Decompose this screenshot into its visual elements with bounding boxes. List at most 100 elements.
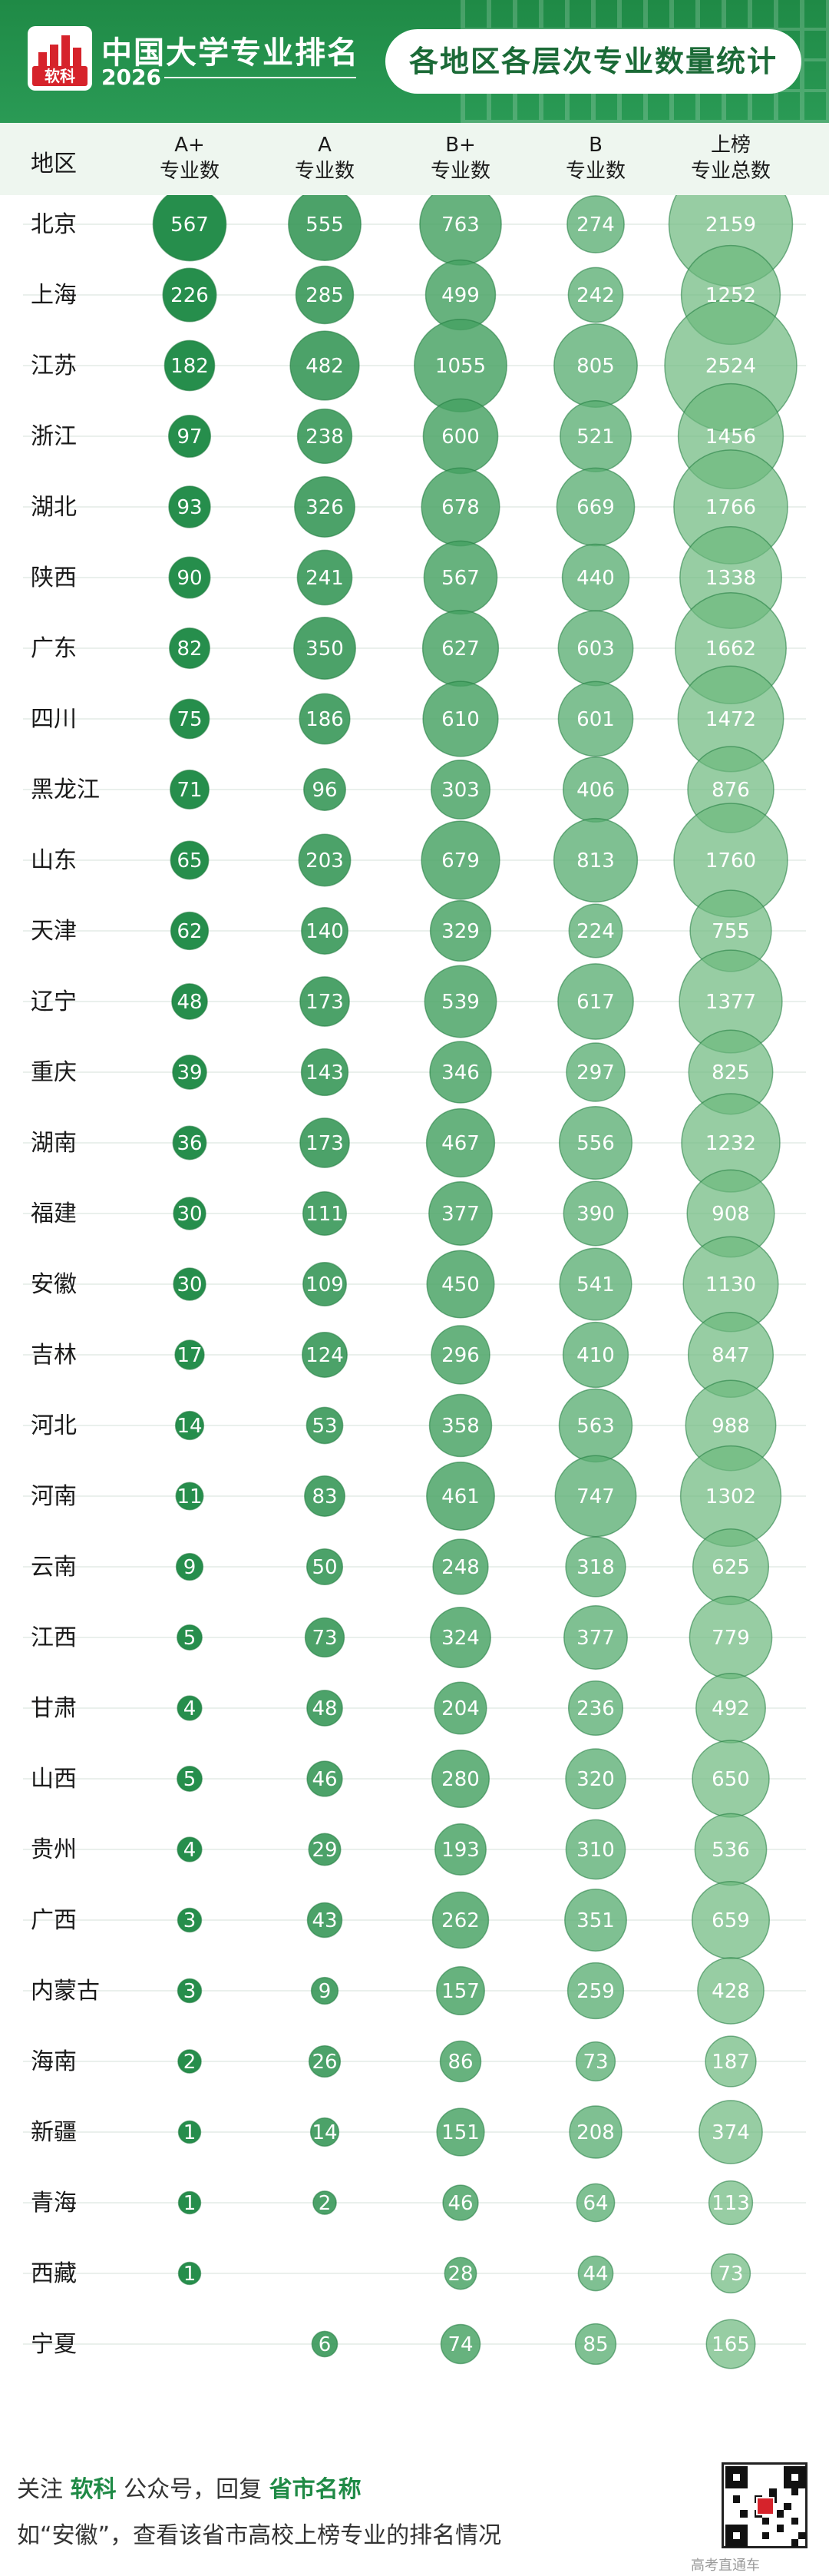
value-label: 186 — [306, 708, 344, 731]
value-label: 90 — [177, 567, 202, 590]
value-label: 241 — [306, 567, 344, 590]
value-bubble — [170, 840, 210, 880]
region-label: 贵州 — [31, 1836, 77, 1863]
value-label: 111 — [306, 1203, 344, 1226]
column-header-line1: 上榜 — [710, 134, 751, 157]
qr-module — [776, 2525, 784, 2532]
region-label: 北京 — [31, 211, 77, 238]
qr-module — [791, 2466, 798, 2474]
value-label: 310 — [576, 1839, 615, 1862]
value-label: 377 — [576, 1627, 615, 1650]
qr-module — [740, 2525, 748, 2532]
value-label: 1130 — [705, 1273, 756, 1296]
value-label: 755 — [712, 920, 750, 943]
qr-module — [761, 2517, 769, 2525]
value-bubble — [558, 1105, 633, 1180]
value-label: 85 — [583, 2333, 608, 2356]
value-bubble — [174, 1410, 205, 1441]
value-bubble — [569, 2105, 623, 2159]
value-label: 6 — [319, 2333, 332, 2356]
value-bubble — [306, 1406, 344, 1445]
region-label: 海南 — [31, 2048, 77, 2075]
value-label: 5 — [183, 1627, 197, 1650]
value-bubble — [172, 1125, 207, 1161]
region-label: 陕西 — [31, 565, 77, 591]
value-label: 374 — [712, 2121, 750, 2144]
value-label: 377 — [441, 1203, 480, 1226]
value-bubble — [299, 1117, 350, 1168]
page-header: 软科 中国大学专业排名 2026 各地区各层次专业数量统计 — [0, 0, 829, 123]
value-label: 4 — [183, 1839, 197, 1862]
value-label: 329 — [441, 920, 480, 943]
value-label: 1 — [183, 2192, 197, 2215]
value-label: 53 — [312, 1415, 337, 1438]
value-bubble — [298, 833, 352, 887]
value-label: 610 — [441, 708, 480, 731]
qr-module — [740, 2481, 748, 2488]
value-label: 813 — [576, 849, 615, 872]
value-bubble — [425, 1108, 496, 1178]
footer-instruction-line1: 关注 软科 公众号，回复 省市名称 — [17, 2470, 362, 2504]
value-bubble — [557, 680, 634, 757]
value-label: 36 — [177, 1132, 202, 1155]
value-bubble — [426, 1462, 495, 1531]
value-label: 617 — [576, 991, 615, 1014]
value-bubble — [422, 680, 499, 757]
value-bubble — [177, 1836, 203, 1862]
footer-highlight-keyword: 省市名称 — [269, 2476, 362, 2503]
qr-code[interactable] — [722, 2462, 808, 2548]
qr-module — [791, 2517, 798, 2525]
value-bubble — [177, 2190, 202, 2215]
value-label: 124 — [306, 1344, 344, 1367]
value-bubble — [564, 1889, 627, 1952]
qr-module — [725, 2481, 733, 2488]
value-label: 1760 — [705, 849, 756, 872]
value-label: 351 — [576, 1909, 615, 1932]
value-label: 4 — [183, 1697, 197, 1720]
qr-module — [798, 2531, 806, 2539]
value-bubble — [705, 2035, 757, 2088]
value-label: 650 — [712, 1768, 750, 1791]
value-bubble — [306, 1690, 343, 1727]
column-header-b-plus: B+ 专业数 — [399, 132, 522, 184]
value-bubble — [167, 414, 212, 459]
qr-module — [740, 2466, 748, 2474]
qr-center-logo — [756, 2497, 775, 2515]
data-panel: 地区 A+ 专业数 A 专业数 B+ 专业数 B 专业数 上榜 专业总数 北京 5… — [0, 123, 829, 2445]
value-label: 410 — [576, 1344, 615, 1367]
qr-module — [732, 2539, 740, 2547]
value-bubble — [431, 1325, 490, 1385]
column-header-line2: 专业数 — [565, 160, 626, 183]
value-label: 43 — [312, 1909, 337, 1932]
value-bubble — [177, 1978, 203, 2004]
value-label: 876 — [712, 779, 750, 802]
value-label: 1232 — [705, 1132, 756, 1155]
qr-module — [740, 2539, 748, 2547]
column-header-row: 地区 A+ 专业数 A 专业数 B+ 专业数 B 专业数 上榜 专业总数 — [0, 123, 829, 195]
shanghairanking-logo: 软科 — [28, 26, 92, 91]
region-label: 辽宁 — [31, 988, 77, 1015]
value-label: 1 — [183, 2121, 197, 2144]
value-bubble — [429, 899, 492, 962]
value-bubble — [296, 549, 353, 606]
value-label: 86 — [448, 2051, 473, 2074]
value-label: 30 — [177, 1203, 202, 1226]
value-bubble — [436, 2107, 485, 2157]
value-label: 669 — [576, 496, 615, 519]
value-bubble — [170, 911, 210, 951]
value-label: 9 — [183, 1556, 197, 1579]
value-label: 563 — [576, 1415, 615, 1438]
column-header-a-plus: A+ 专业数 — [128, 132, 251, 184]
value-label: 97 — [177, 425, 202, 449]
footer-text: 关注 — [17, 2476, 63, 2503]
value-label: 461 — [441, 1485, 480, 1508]
value-bubble — [429, 1041, 492, 1104]
value-label: 3 — [183, 1909, 197, 1932]
value-label: 29 — [312, 1839, 337, 1862]
value-label: 3 — [183, 1980, 197, 2003]
value-label: 482 — [306, 355, 344, 378]
qr-module — [791, 2488, 798, 2495]
value-label: 280 — [441, 1768, 480, 1791]
